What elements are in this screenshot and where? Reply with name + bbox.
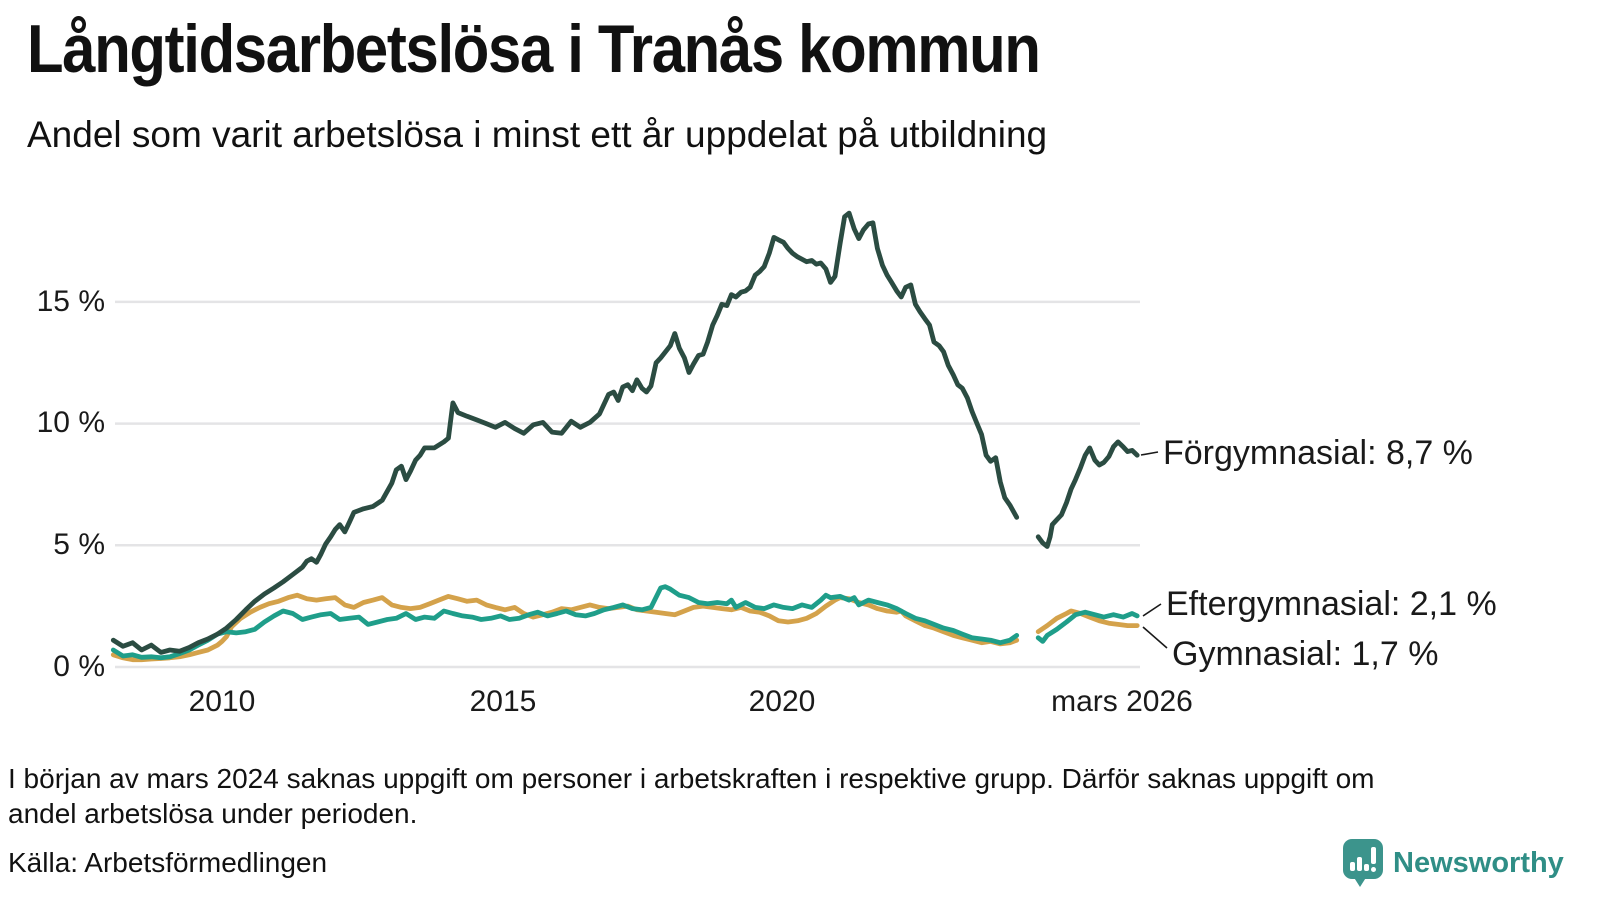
newsworthy-logo: Newsworthy — [1342, 838, 1564, 888]
series-end-label-gymnasial: Gymnasial: 1,7 % — [1172, 635, 1439, 673]
source-credit: Källa: Arbetsförmedlingen — [8, 847, 328, 878]
page-title: Långtidsarbetslösa i Tranås kommun — [27, 11, 1041, 87]
label-connector-eftergymnasial — [1142, 603, 1162, 617]
series-line-förgymnasial — [110, 210, 1020, 655]
footnote: I början av mars 2024 saknas uppgift om … — [8, 763, 1375, 829]
data-series-lines — [110, 210, 1140, 663]
series-end-label-eftergymnasial: Eftergymnasial: 2,1 % — [1166, 585, 1497, 623]
x-tick-2020: 2020 — [748, 685, 816, 718]
series-end-label-forgymnasial: Förgymnasial: 8,7 % — [1163, 434, 1473, 472]
x-tick-2015: 2015 — [469, 685, 537, 718]
series-line-gymnasial — [1035, 608, 1140, 635]
page-subtitle: Andel som varit arbetslösa i minst ett å… — [27, 114, 1048, 155]
y-tick-15: 15 % — [36, 285, 105, 318]
y-tick-10: 10 % — [36, 406, 105, 439]
x-tick-mars-2026: mars 2026 — [1051, 685, 1193, 718]
y-tick-5: 5 % — [53, 528, 105, 561]
newsworthy-bubble-chart-icon — [1342, 838, 1384, 888]
series-line-förgymnasial — [1035, 439, 1140, 549]
series-line-eftergymnasial — [1035, 609, 1140, 644]
label-connector-gymnasial — [1142, 626, 1168, 649]
gridlines — [115, 300, 1140, 669]
x-tick-2010: 2010 — [188, 685, 256, 718]
y-tick-0: 0 % — [53, 650, 105, 683]
label-connector-forgymnasial — [1140, 451, 1159, 456]
newsworthy-logo-text: Newsworthy — [1393, 846, 1564, 879]
series-line-eftergymnasial — [110, 584, 1020, 661]
